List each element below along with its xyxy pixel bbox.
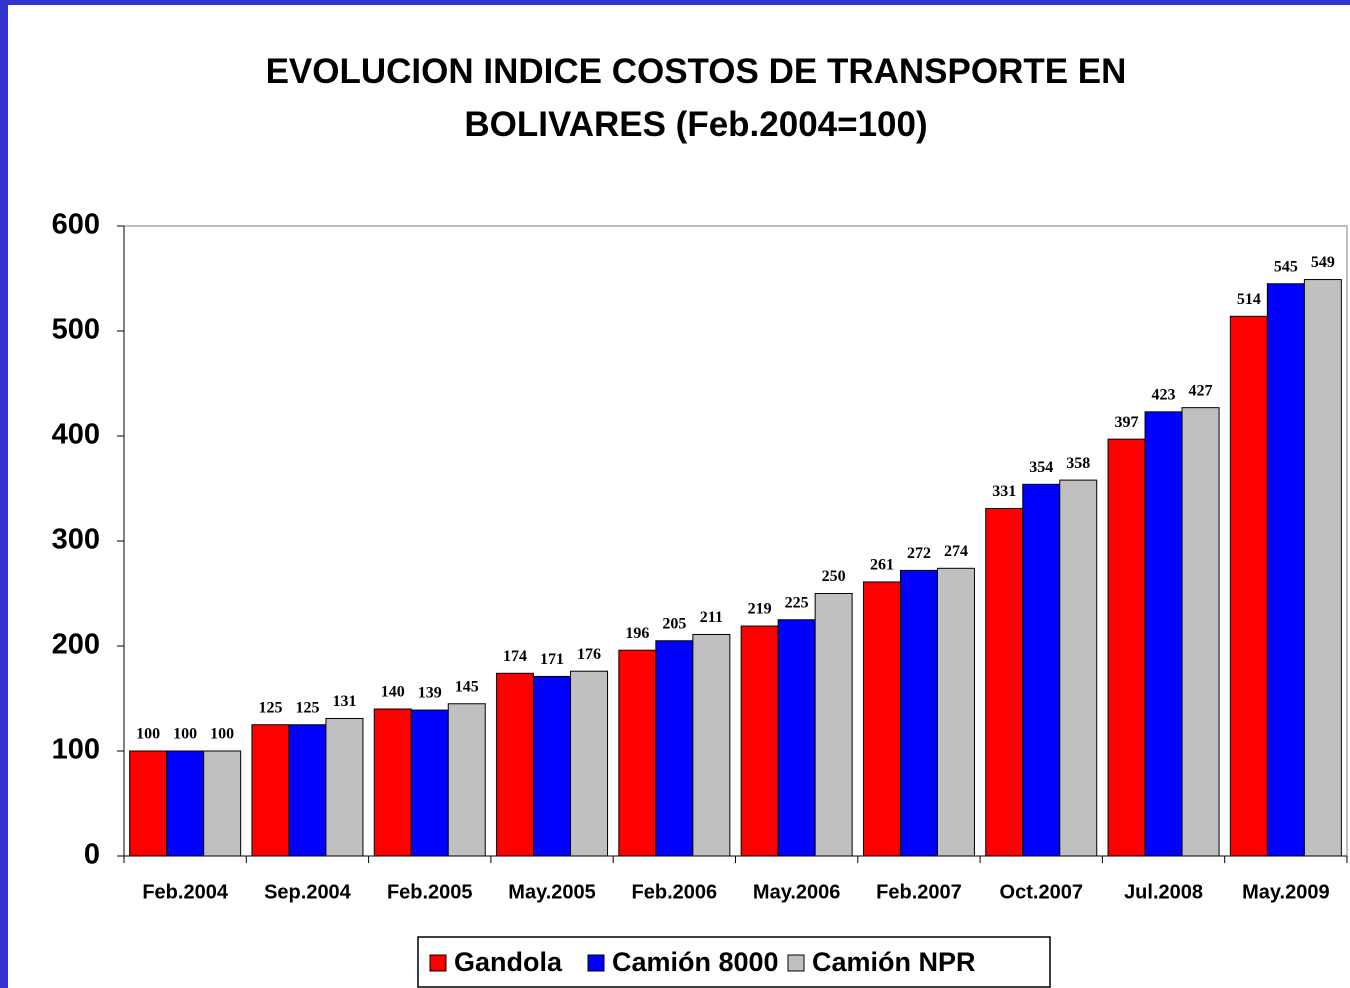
bar: [447, 703, 486, 857]
y-tick-label: 0: [84, 839, 100, 871]
value-label: 354: [1029, 459, 1053, 476]
bar: [1266, 283, 1305, 857]
bar: [251, 724, 290, 857]
legend-label: Gandola: [454, 947, 563, 977]
value-label: 272: [907, 545, 931, 562]
value-label: 139: [418, 685, 442, 702]
value-label: 100: [136, 726, 160, 743]
x-tick-label: Feb.2006: [632, 881, 718, 903]
value-label: 397: [1115, 414, 1139, 431]
bar: [1181, 407, 1220, 857]
value-label: 125: [295, 699, 319, 716]
legend-marker: [787, 954, 805, 972]
value-label: 171: [540, 651, 564, 668]
x-tick-label: May.2009: [1242, 881, 1329, 903]
y-tick-label: 400: [52, 419, 100, 451]
x-tick-label: Sep.2004: [264, 881, 352, 903]
bar: [1144, 411, 1183, 857]
bar: [325, 717, 364, 857]
value-label: 145: [455, 678, 479, 695]
value-label: 176: [577, 646, 601, 663]
value-label: 261: [870, 557, 894, 574]
value-label: 219: [748, 601, 772, 618]
value-label: 358: [1066, 455, 1090, 472]
x-tick-label: May.2005: [508, 881, 595, 903]
legend-marker: [429, 954, 447, 972]
value-label: 125: [258, 699, 282, 716]
bar: [410, 709, 449, 857]
x-tick-label: Feb.2007: [876, 881, 962, 903]
bar: [1107, 438, 1146, 857]
bar: [288, 724, 327, 857]
bar: [1059, 479, 1098, 857]
bar: [496, 672, 535, 857]
x-tick-label: May.2006: [753, 881, 840, 903]
bar: [1229, 315, 1268, 857]
value-label: 174: [503, 648, 527, 665]
bar: [533, 675, 572, 857]
bar: [166, 750, 205, 857]
bar: [985, 507, 1024, 857]
x-tick-label: Jul.2008: [1124, 881, 1203, 903]
legend-label: Camión 8000: [612, 947, 779, 977]
value-label: 514: [1237, 291, 1261, 308]
bar: [373, 708, 412, 857]
x-tick-label: Feb.2005: [387, 881, 473, 903]
bar: [1022, 483, 1061, 857]
value-label: 100: [210, 726, 234, 743]
bar: [618, 649, 657, 857]
bar: [570, 670, 609, 857]
value-label: 423: [1152, 387, 1176, 404]
y-tick-label: 300: [52, 524, 100, 556]
value-label: 196: [625, 625, 649, 642]
legend-label: Camión NPR: [812, 947, 976, 977]
y-tick-label: 500: [52, 314, 100, 346]
chart-title: EVOLUCION INDICE COSTOS DE TRANSPORTE EN…: [265, 52, 1127, 144]
bar: [1303, 279, 1342, 857]
x-tick-label: Feb.2004: [142, 881, 228, 903]
value-label: 331: [992, 483, 1016, 500]
value-label: 545: [1274, 258, 1298, 275]
value-label: 211: [700, 609, 723, 626]
y-tick-label: 200: [52, 629, 100, 661]
bar: [862, 581, 901, 857]
bar: [203, 750, 242, 857]
bar: [129, 750, 168, 857]
value-label: 427: [1189, 382, 1213, 399]
bar: [814, 593, 853, 857]
bar: [899, 569, 938, 857]
y-tick-label: 600: [52, 209, 100, 241]
value-label: 140: [381, 684, 405, 701]
value-label: 100: [173, 726, 197, 743]
bar: [777, 619, 816, 857]
y-tick-label: 100: [52, 734, 100, 766]
bar: [692, 633, 731, 857]
legend-box: [417, 936, 1051, 988]
bar: [740, 625, 779, 857]
value-label: 131: [332, 693, 356, 710]
bar: [655, 640, 694, 857]
value-label: 250: [822, 568, 846, 585]
legend-marker: [587, 954, 605, 972]
x-tick-label: Oct.2007: [1000, 881, 1083, 903]
value-label: 205: [662, 615, 686, 632]
bar: [936, 567, 975, 857]
value-label: 274: [944, 543, 968, 560]
value-label: 225: [785, 594, 809, 611]
value-label: 549: [1311, 254, 1335, 271]
